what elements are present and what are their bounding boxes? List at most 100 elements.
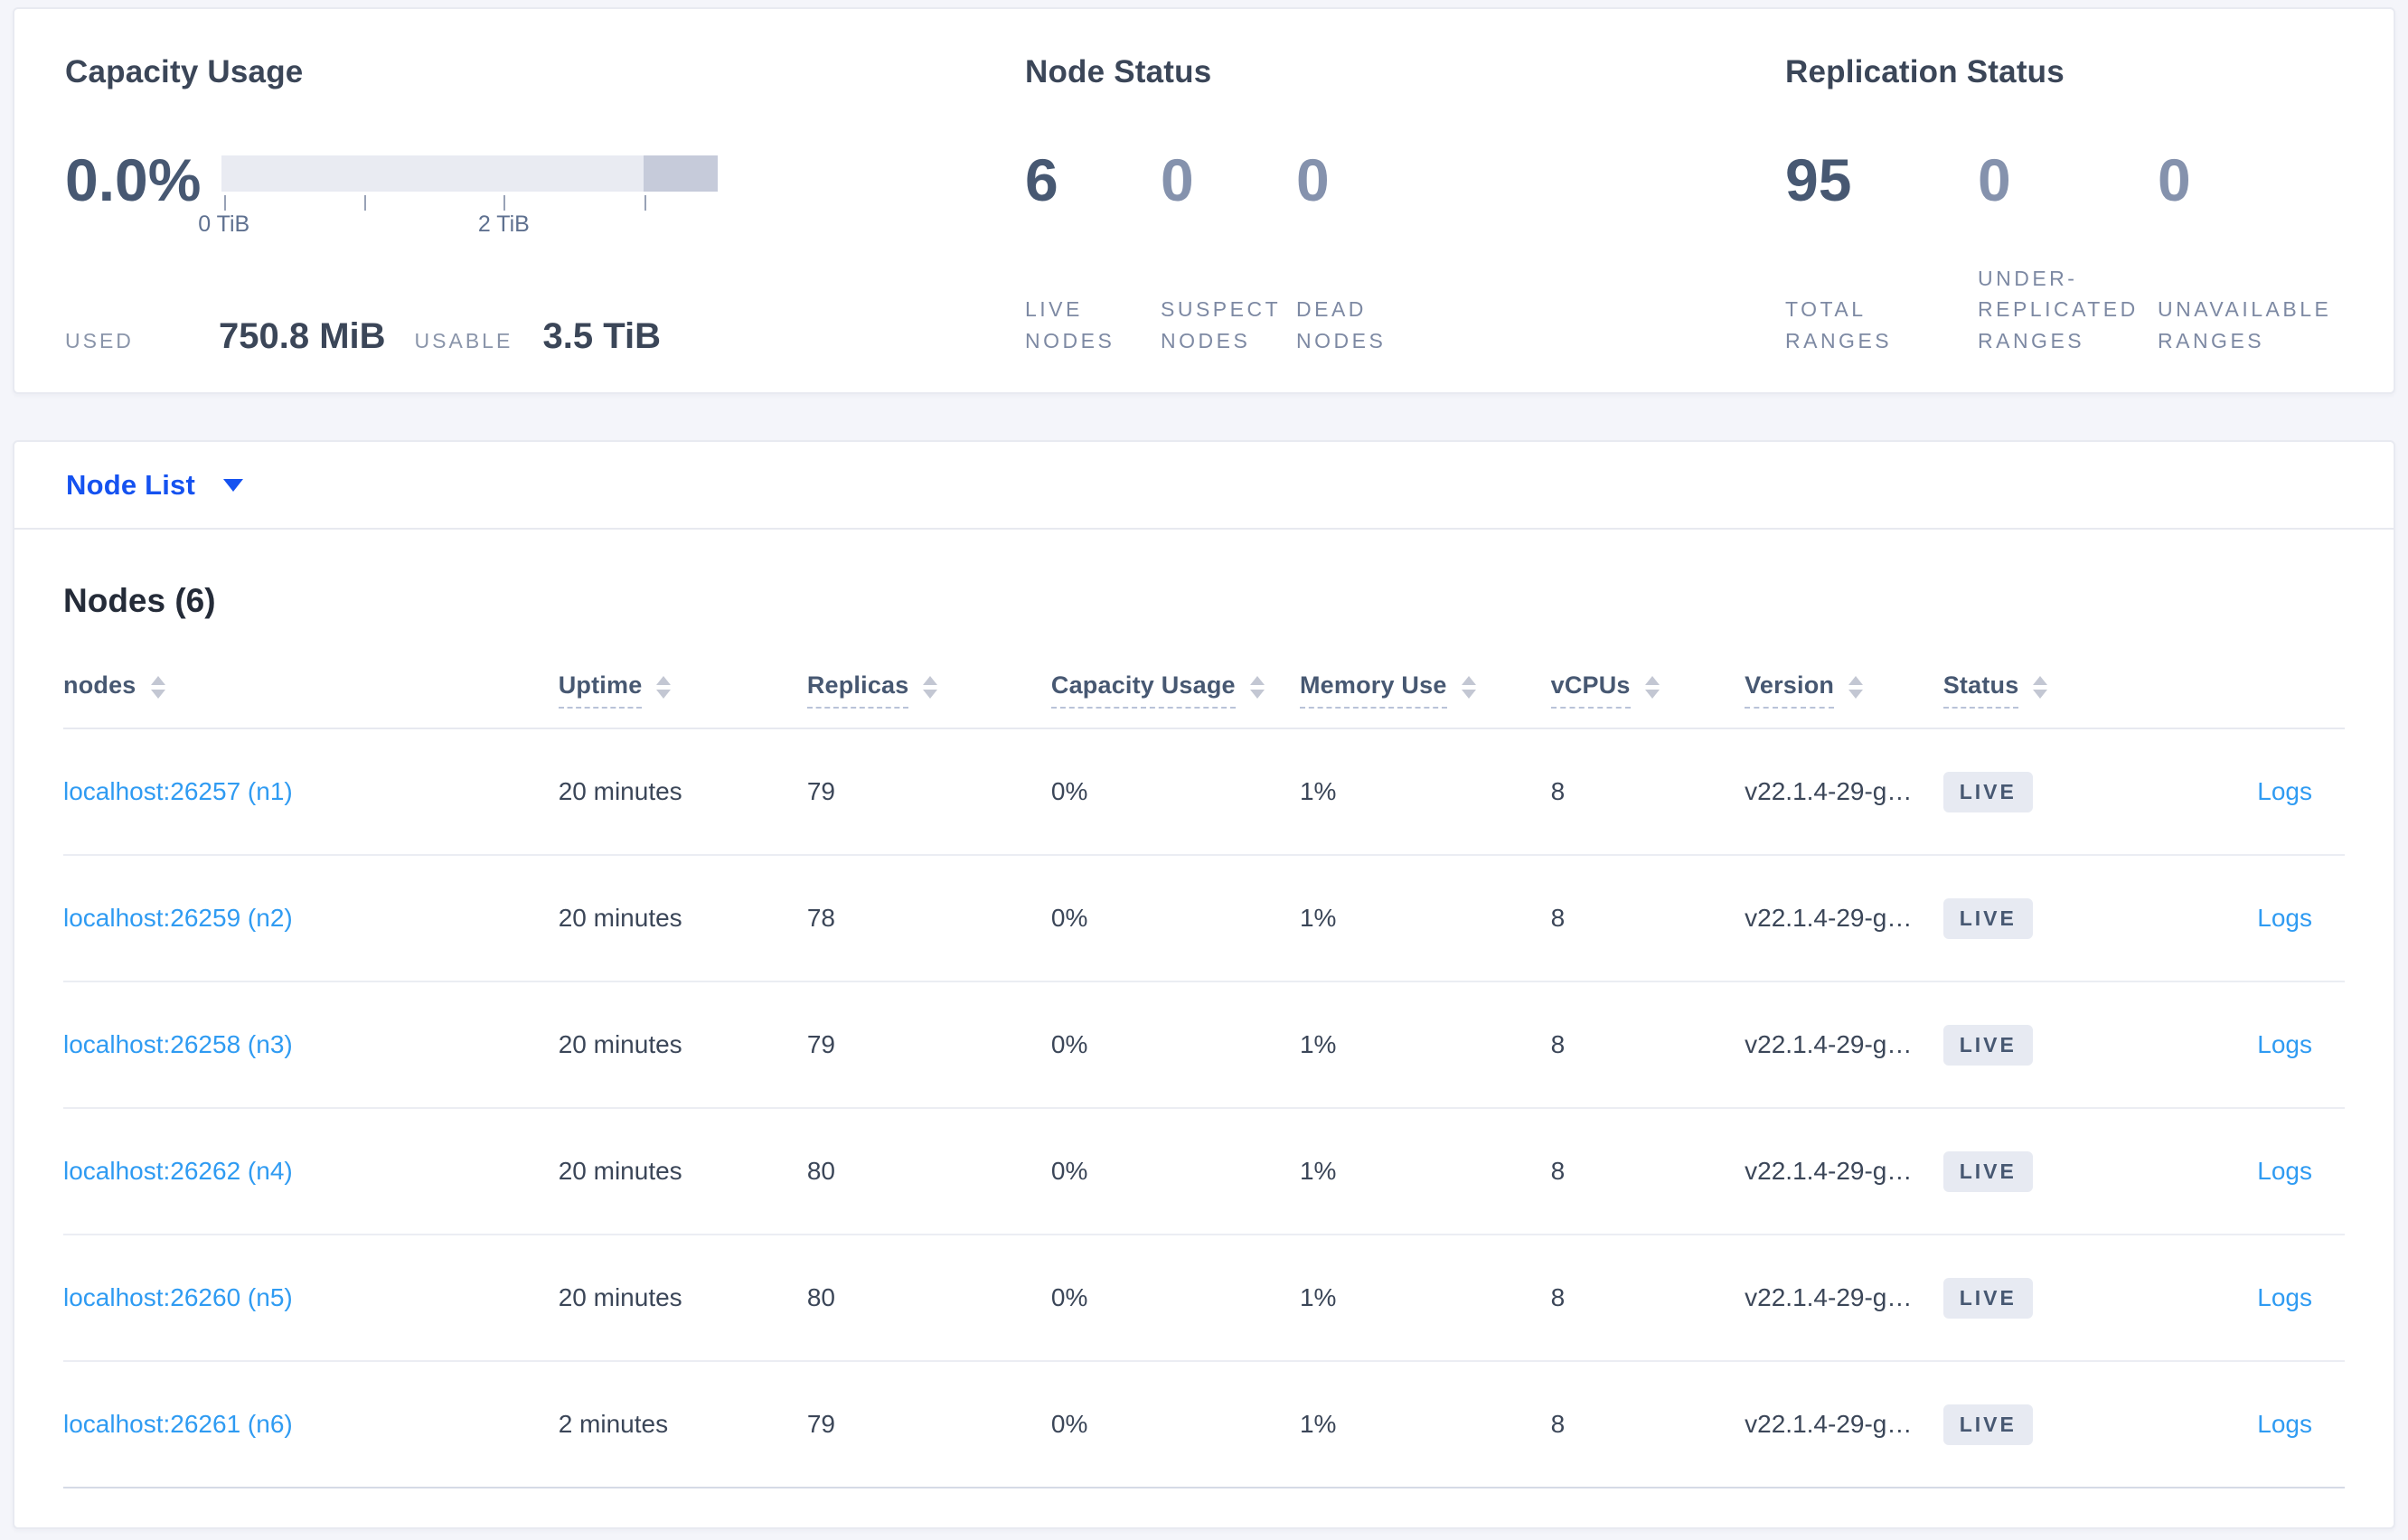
capacity-bar-usable-segment xyxy=(221,155,644,192)
replicas-cell: 80 xyxy=(806,1235,1051,1362)
version-cell: v22.1.4-29-g… xyxy=(1745,855,1943,982)
axis-tick xyxy=(223,195,226,211)
logs-link[interactable]: Logs xyxy=(2257,1410,2312,1438)
version-cell: v22.1.4-29-g… xyxy=(1745,981,1943,1109)
node-status-section: Node Status 6 LIVE NODES 0 SUSPECT NODES… xyxy=(1025,54,1785,392)
sort-icon xyxy=(150,676,165,699)
column-header-uptime[interactable]: Uptime xyxy=(558,653,807,729)
status-badge: LIVE xyxy=(1942,1404,2033,1445)
memory-use-cell: 1% xyxy=(1299,728,1551,856)
replicas-cell: 79 xyxy=(806,981,1051,1109)
uptime-cell: 20 minutes xyxy=(558,1235,807,1362)
node-link[interactable]: localhost:26262 (n4) xyxy=(63,1157,293,1185)
suspect-nodes-stat: 0 SUSPECT NODES xyxy=(1161,150,1296,356)
column-header-logs xyxy=(2104,653,2345,729)
capacity-usage-cell: 0% xyxy=(1050,1108,1300,1235)
column-header-version[interactable]: Version xyxy=(1745,653,1943,729)
replicas-cell: 78 xyxy=(806,855,1051,982)
live-nodes-label: LIVE NODES xyxy=(1025,297,1115,352)
capacity-usage-title: Capacity Usage xyxy=(65,54,304,89)
view-selector-bar: Node List xyxy=(14,442,2394,530)
node-status-title: Node Status xyxy=(1025,54,1212,89)
capacity-axis xyxy=(221,192,718,211)
replicas-cell: 80 xyxy=(806,1108,1051,1235)
chevron-down-icon xyxy=(223,478,244,492)
dead-nodes-stat: 0 DEAD NODES xyxy=(1296,150,1432,356)
node-link[interactable]: localhost:26260 (n5) xyxy=(63,1283,293,1311)
uptime-cell: 20 minutes xyxy=(558,855,807,982)
axis-tick xyxy=(644,195,646,211)
column-header-vcpus[interactable]: vCPUs xyxy=(1550,653,1745,729)
axis-tick xyxy=(503,195,506,211)
capacity-usage-cell: 0% xyxy=(1050,1361,1300,1488)
node-link[interactable]: localhost:26257 (n1) xyxy=(63,777,293,805)
uptime-cell: 20 minutes xyxy=(558,1108,807,1235)
sort-icon xyxy=(923,676,938,699)
column-header-memory-use[interactable]: Memory Use xyxy=(1299,653,1551,729)
uptime-cell: 20 minutes xyxy=(558,981,807,1109)
node-row: localhost:26259 (n2) 20 minutes 78 0% 1%… xyxy=(63,855,2345,982)
replication-status-section: Replication Status 95 TOTAL RANGES 0 UND… xyxy=(1785,54,2394,392)
logs-link[interactable]: Logs xyxy=(2257,1157,2312,1185)
capacity-usage-section: Capacity Usage 0.0% 0 TiB xyxy=(65,54,1025,392)
axis-tick xyxy=(364,195,367,211)
status-badge: LIVE xyxy=(1942,1277,2033,1319)
logs-link[interactable]: Logs xyxy=(2257,904,2312,932)
capacity-usage-cell: 0% xyxy=(1050,981,1300,1109)
capacity-bar-other-segment xyxy=(643,155,718,192)
status-badge: LIVE xyxy=(1942,897,2033,939)
node-list-dropdown-label: Node List xyxy=(66,468,196,501)
sort-icon xyxy=(1461,676,1476,699)
vcpus-cell: 8 xyxy=(1550,1235,1745,1362)
logs-link[interactable]: Logs xyxy=(2257,1283,2312,1311)
memory-use-cell: 1% xyxy=(1299,855,1551,982)
vcpus-cell: 8 xyxy=(1550,728,1745,856)
status-badge: LIVE xyxy=(1942,1150,2033,1192)
nodes-table: nodes Uptime Replicas Capacity Usage Mem xyxy=(63,653,2345,1488)
capacity-bar-chart: 0 TiB 2 TiB xyxy=(198,150,718,237)
live-nodes-value: 6 xyxy=(1025,146,1058,214)
unavailable-ranges-label: UNAVAILABLE RANGES xyxy=(2158,297,2332,352)
node-row: localhost:26258 (n3) 20 minutes 79 0% 1%… xyxy=(63,981,2345,1109)
node-list-dropdown[interactable]: Node List xyxy=(66,468,244,502)
sort-icon xyxy=(1848,676,1864,699)
capacity-usage-cell: 0% xyxy=(1050,855,1300,982)
column-header-replicas[interactable]: Replicas xyxy=(806,653,1051,729)
unavailable-ranges-stat: 0 UNAVAILABLE RANGES xyxy=(2158,150,2347,356)
column-header-status[interactable]: Status xyxy=(1942,653,2105,729)
logs-link[interactable]: Logs xyxy=(2257,1030,2312,1058)
uptime-cell: 20 minutes xyxy=(558,728,807,856)
node-link[interactable]: localhost:26261 (n6) xyxy=(63,1410,293,1438)
dead-nodes-value: 0 xyxy=(1296,146,1330,214)
status-badge: LIVE xyxy=(1942,771,2033,812)
sort-icon xyxy=(2033,676,2048,699)
dead-nodes-label: DEAD NODES xyxy=(1296,297,1387,352)
capacity-bar xyxy=(221,155,718,192)
unavailable-ranges-value: 0 xyxy=(2158,146,2191,214)
suspect-nodes-value: 0 xyxy=(1161,146,1194,214)
logs-link[interactable]: Logs xyxy=(2257,777,2312,805)
vcpus-cell: 8 xyxy=(1550,855,1745,982)
usable-label: USABLE xyxy=(414,329,513,353)
node-row: localhost:26260 (n5) 20 minutes 80 0% 1%… xyxy=(63,1235,2345,1362)
cluster-summary-panel: Capacity Usage 0.0% 0 TiB xyxy=(13,7,2395,394)
node-link[interactable]: localhost:26258 (n3) xyxy=(63,1030,293,1058)
node-link[interactable]: localhost:26259 (n2) xyxy=(63,904,293,932)
column-header-capacity-usage[interactable]: Capacity Usage xyxy=(1050,653,1300,729)
under-replicated-ranges-label: UNDER-REPLICATED RANGES xyxy=(1978,266,2139,352)
node-list-panel: Node List Nodes (6) nodes xyxy=(13,440,2395,1529)
total-ranges-value: 95 xyxy=(1785,146,1852,214)
sort-icon xyxy=(1644,676,1660,699)
version-cell: v22.1.4-29-g… xyxy=(1745,1361,1943,1488)
memory-use-cell: 1% xyxy=(1299,1108,1551,1235)
capacity-usage-cell: 0% xyxy=(1050,728,1300,856)
replication-status-title: Replication Status xyxy=(1785,54,2065,89)
axis-tick-label: 0 TiB xyxy=(198,211,250,238)
column-header-nodes[interactable]: nodes xyxy=(63,653,559,729)
capacity-axis-labels: 0 TiB 2 TiB xyxy=(198,211,718,237)
capacity-usage-chart-row: 0.0% 0 TiB 2 TiB xyxy=(65,150,1025,237)
version-cell: v22.1.4-29-g… xyxy=(1745,728,1943,856)
uptime-cell: 2 minutes xyxy=(558,1361,807,1488)
node-row: localhost:26262 (n4) 20 minutes 80 0% 1%… xyxy=(63,1108,2345,1235)
